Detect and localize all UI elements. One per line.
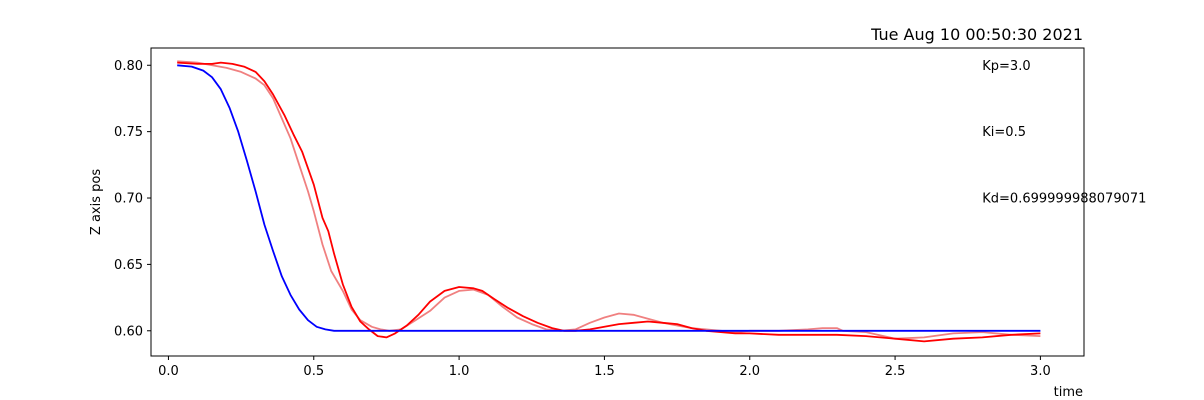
y-axis-ticks: 0.60 0.65 0.70 0.75 0.80 <box>114 59 151 339</box>
y-tick-label: 0.70 <box>114 192 143 207</box>
x-tick-label: 1.5 <box>594 364 615 379</box>
annotation-text: Kd=0.699999988079071 <box>982 192 1146 207</box>
y-tick-label: 0.75 <box>114 125 143 140</box>
series-line-1 <box>177 61 1041 343</box>
x-axis-label: time <box>1054 385 1083 400</box>
series-line-2 <box>177 64 1041 332</box>
y-axis-label: Z axis pos <box>89 169 104 235</box>
x-tick-label: 2.5 <box>885 364 906 379</box>
chart-title: Tue Aug 10 00:50:30 2021 <box>870 25 1083 44</box>
y-tick-label: 0.60 <box>114 324 143 339</box>
series-layer <box>177 60 1041 343</box>
x-tick-label: 0.5 <box>303 364 324 379</box>
x-axis-ticks: 0.0 0.5 1.0 1.5 2.0 2.5 3.0 <box>158 356 1051 379</box>
x-tick-label: 1.0 <box>449 364 470 379</box>
annotation-text: Kp=3.0 <box>982 59 1030 74</box>
x-tick-label: 0.0 <box>158 364 179 379</box>
annotation-text: Ki=0.5 <box>982 125 1026 140</box>
x-tick-label: 3.0 <box>1030 364 1051 379</box>
y-tick-label: 0.80 <box>114 59 143 74</box>
annotations: Kp=3.0 Ki=0.5 Kd=0.699999988079071 <box>982 59 1146 207</box>
x-tick-label: 2.0 <box>739 364 760 379</box>
y-tick-label: 0.65 <box>114 258 143 273</box>
plot-frame <box>150 47 1085 357</box>
series-line-0 <box>177 60 1041 340</box>
